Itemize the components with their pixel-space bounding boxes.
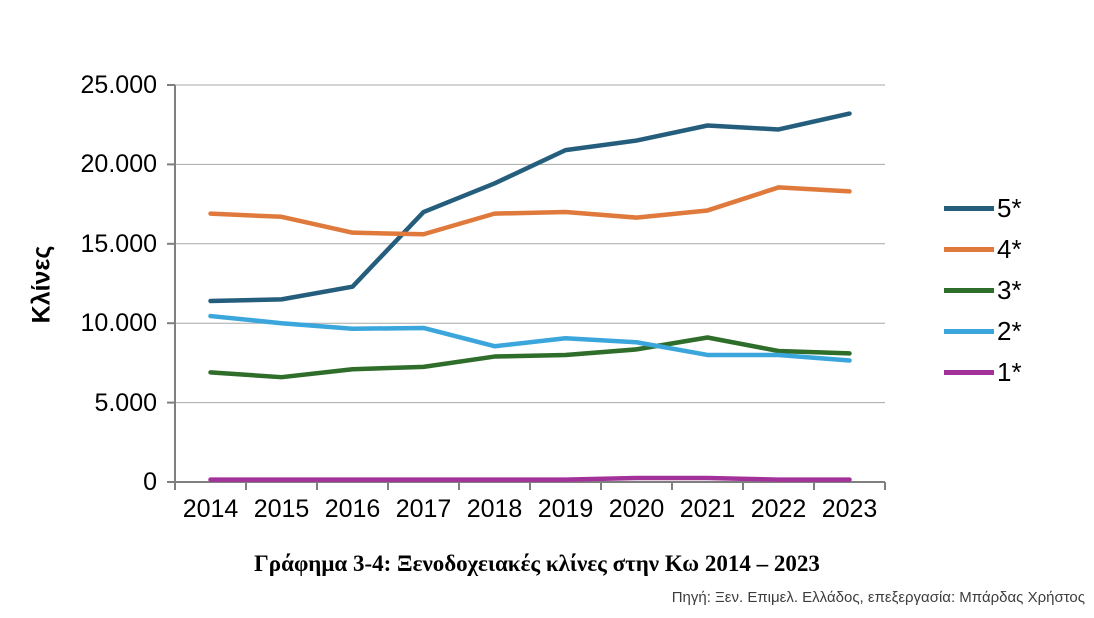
x-axis-tick-label: 2021 <box>679 495 736 523</box>
legend-label: 1* <box>997 357 1022 387</box>
chart-title: Γράφημα 3-4: Ξενοδοχειακές κλίνες στην Κ… <box>254 551 820 576</box>
legend-item-2star: 2* <box>944 311 1022 352</box>
legend-item-1star: 1* <box>944 352 1022 393</box>
legend-line-icon <box>944 370 994 375</box>
x-axis-tick-label: 2019 <box>537 495 594 523</box>
y-axis-tick-label: 10.000 <box>80 309 157 338</box>
source-note: Πηγή: Ξεν. Επιμελ. Ελλάδος, επεξεργασία:… <box>671 589 1085 606</box>
series-line-4star <box>208 185 852 237</box>
legend-line-icon <box>944 247 994 252</box>
legend-item-4star: 4* <box>944 229 1022 270</box>
y-axis-tick-label: 20.000 <box>80 150 157 179</box>
x-axis-tick-label: 2018 <box>466 495 523 523</box>
y-axis-tick-label: 25.000 <box>80 71 157 99</box>
x-axis-tick-label: 2017 <box>395 495 452 523</box>
y-axis-tick-label: 15.000 <box>80 229 157 258</box>
series-line-5star <box>208 111 852 304</box>
y-axis-title: Κλίνες <box>27 245 56 324</box>
series-line-2star <box>208 313 852 363</box>
legend-line-icon <box>944 329 994 334</box>
y-axis-tick-label: 0 <box>143 468 157 496</box>
x-axis-tick-label: 2015 <box>253 495 310 523</box>
series-line-3star <box>208 335 852 380</box>
legend-item-5star: 5* <box>944 188 1022 229</box>
legend-label: 4* <box>997 234 1022 264</box>
series-line-1star <box>208 475 852 482</box>
legend-item-3star: 3* <box>944 270 1022 311</box>
legend-label: 2* <box>997 316 1022 346</box>
x-axis-tick-label: 2016 <box>324 495 381 523</box>
x-axis-tick-label: 2023 <box>821 495 878 523</box>
x-axis-tick-label: 2020 <box>608 495 665 523</box>
legend-label: 3* <box>997 275 1022 305</box>
x-axis-tick-label: 2014 <box>182 495 239 523</box>
legend-line-icon <box>944 288 994 293</box>
chart-legend: 5* 4* 3* 2* 1* <box>944 188 1022 393</box>
legend-line-icon <box>944 206 994 211</box>
legend-label: 5* <box>997 193 1022 223</box>
x-axis-tick-label: 2022 <box>750 495 807 523</box>
y-axis-tick-label: 5.000 <box>94 388 157 417</box>
